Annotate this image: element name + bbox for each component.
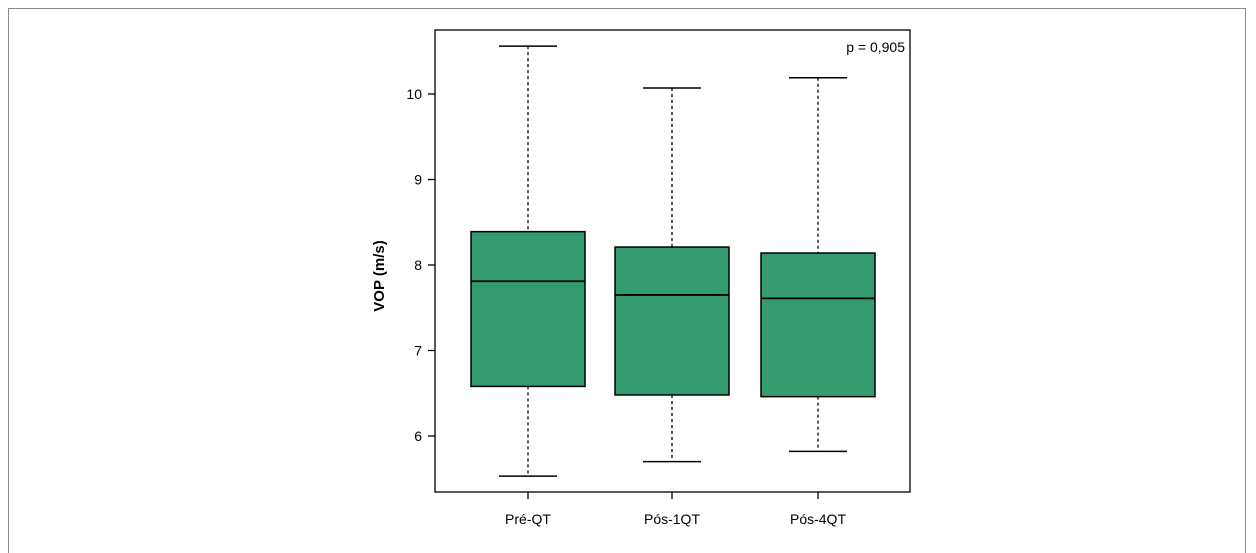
boxes-group xyxy=(470,45,876,477)
x-axis: Pré-QT Pós-1QT Pós-4QT xyxy=(505,492,846,527)
box-2 xyxy=(614,87,730,463)
y-tick-label: 6 xyxy=(414,428,422,444)
p-value-annotation: p = 0,905 xyxy=(846,39,905,55)
iqr-box xyxy=(470,230,586,388)
y-tick-label: 10 xyxy=(406,86,422,102)
iqr-box xyxy=(614,246,730,396)
box-1 xyxy=(470,45,586,477)
y-axis: 6 7 8 9 10 xyxy=(406,86,435,444)
y-axis-label: VOP (m/s) xyxy=(371,240,388,311)
x-tick-label: Pós-4QT xyxy=(790,511,846,527)
x-tick-label: Pós-1QT xyxy=(644,511,700,527)
figure-frame xyxy=(8,8,1246,553)
y-tick-label: 7 xyxy=(414,343,422,359)
iqr-box xyxy=(760,252,876,398)
x-tick-label: Pré-QT xyxy=(505,511,551,527)
box-3 xyxy=(760,77,876,453)
y-tick-label: 9 xyxy=(414,172,422,188)
y-tick-label: 8 xyxy=(414,257,422,273)
